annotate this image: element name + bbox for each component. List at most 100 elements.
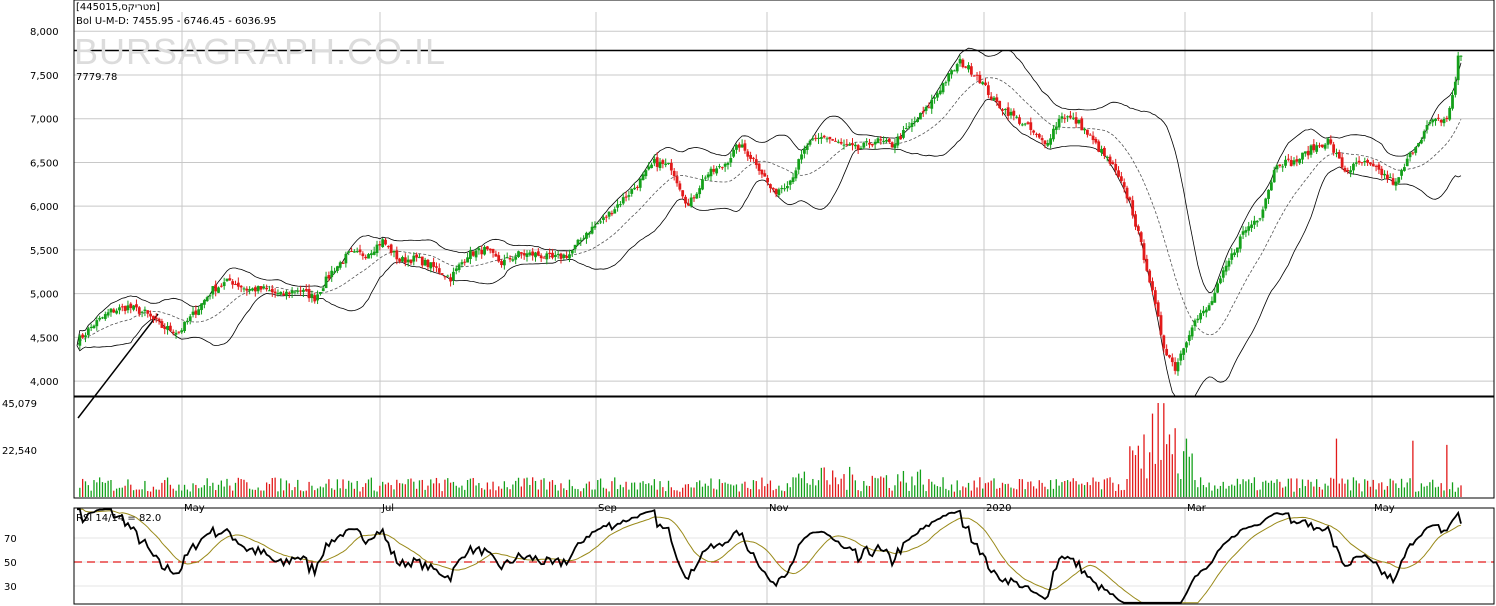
candle-body — [1210, 301, 1214, 305]
candle-body — [519, 252, 523, 254]
candle-body — [452, 271, 455, 281]
candle-body — [211, 286, 215, 295]
candle-body — [876, 138, 880, 144]
candle-body — [856, 145, 860, 150]
panel-frame — [73, 396, 1495, 499]
candle-body — [743, 143, 747, 151]
candle-body — [808, 140, 812, 145]
candle-body — [1306, 150, 1310, 156]
candle-body — [171, 331, 175, 334]
candle-body — [737, 144, 741, 148]
candle-body — [785, 186, 789, 189]
candle-body — [355, 251, 359, 253]
candle-body — [185, 321, 189, 323]
candle-body — [1037, 134, 1041, 138]
candle-body — [723, 163, 727, 167]
candle-body — [208, 295, 212, 297]
candle-body — [304, 289, 308, 291]
candle-body — [474, 250, 478, 258]
candle-body — [505, 257, 509, 259]
candle-body — [919, 112, 922, 120]
candle-body — [769, 184, 772, 189]
candle-body — [1139, 232, 1143, 242]
candle-body — [740, 144, 744, 148]
candle-body — [831, 139, 835, 141]
candle-body — [752, 157, 755, 159]
candle-body — [236, 282, 240, 287]
candle-body — [471, 251, 475, 256]
candle-body — [986, 85, 990, 96]
candle-body — [432, 262, 436, 267]
candle-body — [1102, 147, 1106, 156]
candle-body — [1173, 362, 1177, 371]
candle-body — [1003, 108, 1007, 110]
candle-body — [180, 330, 184, 333]
candle-body — [1046, 143, 1050, 146]
candle-body — [1151, 281, 1154, 291]
candle-body — [675, 176, 679, 184]
candle-body — [647, 166, 651, 170]
candle-body — [1216, 283, 1219, 293]
candle-body — [123, 306, 127, 312]
candle-body — [641, 174, 645, 181]
candle-body — [1289, 159, 1293, 167]
candle-body — [1275, 165, 1279, 170]
candle-body — [375, 244, 379, 254]
candle-body — [194, 310, 198, 315]
candle-body — [502, 259, 506, 266]
candle-body — [120, 306, 124, 308]
candle-body — [1156, 302, 1160, 317]
candle-body — [364, 256, 368, 259]
candle-body — [1425, 125, 1429, 130]
y-tick-label: 4,500 — [30, 333, 59, 344]
candle-body — [1142, 243, 1146, 260]
candle-body — [477, 248, 481, 251]
watermark: BURSAGRAPH.CO.IL — [74, 31, 446, 72]
candle-body — [893, 144, 897, 149]
candle-body — [596, 223, 600, 225]
candle-body — [1255, 220, 1259, 223]
candle-body — [1029, 122, 1033, 131]
candle-body — [1083, 128, 1086, 131]
candle-body — [819, 137, 823, 139]
candle-body — [828, 136, 832, 140]
candle-body — [1069, 115, 1072, 118]
candle-body — [749, 154, 753, 159]
candle-body — [290, 290, 294, 294]
candle-body — [378, 244, 382, 246]
candle-body — [1318, 145, 1321, 147]
candle-body — [1238, 236, 1242, 249]
candle-body — [1012, 110, 1016, 116]
candle-body — [842, 144, 846, 146]
candle-body — [273, 291, 277, 294]
candle-body — [947, 73, 951, 82]
candle-body — [1100, 148, 1103, 153]
candle-body — [330, 270, 334, 278]
candle-body — [1312, 144, 1316, 151]
candle-body — [650, 164, 653, 169]
candle-body — [913, 121, 917, 123]
candle-body — [217, 287, 220, 293]
candle-body — [1131, 200, 1135, 216]
x-tick-label: May — [1374, 503, 1395, 514]
candle-body — [341, 262, 345, 264]
candle-body — [1343, 167, 1347, 172]
candle-body — [587, 232, 591, 235]
candle-body — [944, 82, 948, 84]
candle-body — [950, 70, 953, 75]
candle-body — [1119, 176, 1123, 182]
candle-body — [86, 328, 90, 336]
candle-body — [548, 252, 552, 255]
candle-body — [1247, 226, 1251, 231]
candle-body — [126, 305, 130, 311]
candle-body — [800, 154, 803, 160]
candle-body — [253, 287, 257, 292]
candle-body — [664, 163, 668, 166]
candle-body — [508, 257, 512, 260]
candle-body — [98, 317, 102, 320]
candle-body — [1422, 131, 1426, 139]
candle-body — [975, 74, 979, 76]
volume-tick-label: 45,079 — [2, 399, 37, 410]
candle-body — [1309, 145, 1313, 155]
candle-body — [1453, 81, 1457, 95]
